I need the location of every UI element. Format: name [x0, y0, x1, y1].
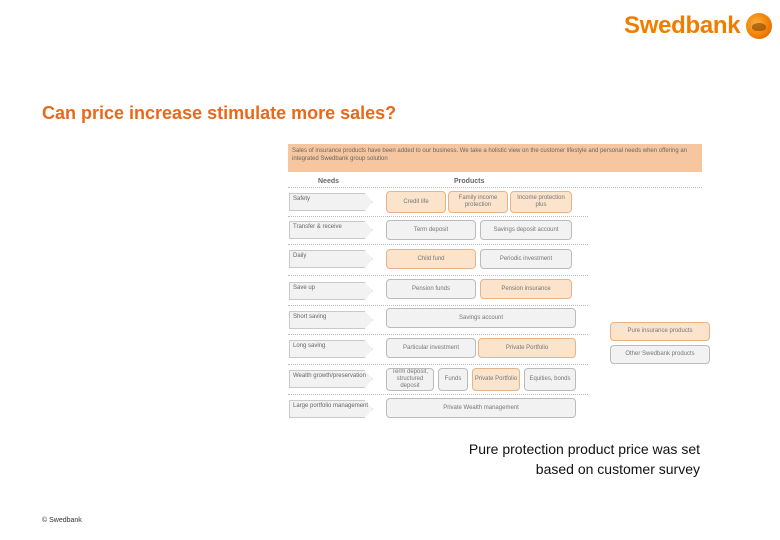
- products-header: Products: [454, 178, 485, 185]
- footer-copyright: © Swedbank: [42, 517, 82, 524]
- product-box: Term deposit, structured deposit: [386, 368, 434, 391]
- product-box: Income protection plus: [510, 191, 572, 213]
- need-item: Transfer & receive: [289, 221, 373, 239]
- row-divider: [288, 334, 588, 335]
- product-box: Savings deposit account: [480, 220, 572, 240]
- need-item: Short saving: [289, 311, 373, 329]
- row-divider: [288, 305, 588, 306]
- caption-line-2: based on customer survey: [535, 461, 700, 477]
- page-title: Can price increase stimulate more sales?: [42, 103, 397, 123]
- needs-products-slide: Sales of insurance products have been ad…: [288, 144, 710, 424]
- product-box: Private Wealth management: [386, 398, 576, 418]
- product-box: Private Portfolio: [472, 368, 520, 391]
- oak-tree-icon: [746, 13, 773, 39]
- need-item: Wealth growth/preservation: [289, 370, 373, 388]
- need-item: Long saving: [289, 340, 373, 358]
- row-divider: [288, 394, 588, 395]
- row-divider: [288, 216, 588, 217]
- product-box: Pension insurance: [480, 279, 572, 299]
- header-divider: [288, 187, 702, 188]
- caption: Pure protection product price was set ba…: [390, 439, 700, 479]
- row-divider: [288, 244, 588, 245]
- product-box: Family income protection: [448, 191, 508, 213]
- product-box: Savings account: [386, 308, 576, 328]
- product-box: Credit life: [386, 191, 446, 213]
- product-box: Private Portfolio: [478, 338, 576, 358]
- swedbank-logo: Swedbank: [624, 12, 773, 40]
- product-box: Term deposit: [386, 220, 476, 240]
- caption-line-1: Pure protection product price was set: [468, 441, 700, 457]
- slide-banner: Sales of insurance products have been ad…: [288, 144, 702, 172]
- legend-box-other: Other Swedbank products: [610, 345, 710, 364]
- row-divider: [288, 275, 588, 276]
- need-item: Daily: [289, 250, 373, 268]
- need-item: Large portfolio management: [289, 400, 373, 418]
- product-box: Periodic investment: [480, 249, 572, 269]
- needs-header: Needs: [318, 178, 340, 185]
- product-box: Funds: [438, 368, 468, 391]
- product-box: Particular investment: [386, 338, 476, 358]
- need-item: Save up: [289, 282, 373, 300]
- legend-box-insurance: Pure insurance products: [610, 322, 710, 341]
- logo-text: Swedbank: [624, 12, 741, 39]
- need-item: Safety: [289, 193, 373, 211]
- product-box: Pension funds: [386, 279, 476, 299]
- row-divider: [288, 364, 588, 365]
- product-box: Equities, bonds: [524, 368, 576, 391]
- product-box: Child fund: [386, 249, 476, 269]
